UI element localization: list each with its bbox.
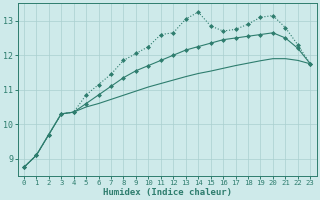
X-axis label: Humidex (Indice chaleur): Humidex (Indice chaleur): [103, 188, 232, 197]
